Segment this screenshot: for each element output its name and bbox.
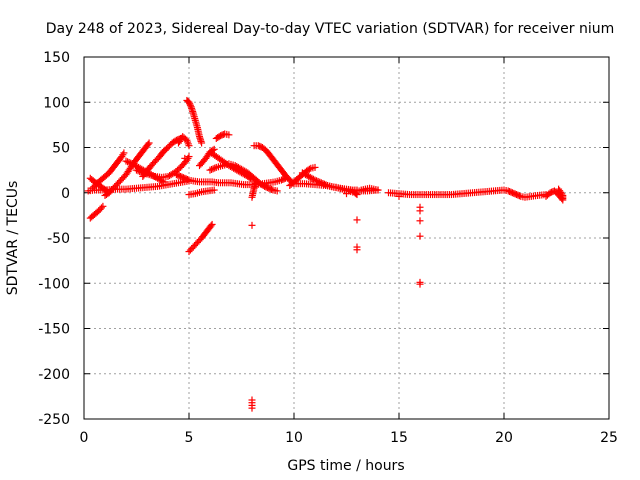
- data-point: [248, 404, 256, 412]
- data-point: [343, 190, 350, 198]
- y-tick-label: -100: [38, 276, 70, 292]
- data-point: [515, 192, 523, 200]
- data-point: [210, 145, 218, 153]
- data-point: [134, 167, 142, 175]
- data-point: [207, 222, 215, 230]
- y-tick-label: -250: [38, 412, 70, 428]
- data-point: [208, 165, 216, 173]
- data-point: [395, 192, 403, 200]
- data-point: [185, 98, 193, 106]
- data-point: [555, 185, 563, 193]
- x-tick-label: 15: [390, 430, 408, 446]
- data-point: [556, 187, 564, 195]
- y-tick-label: -200: [38, 367, 70, 383]
- x-axis-label: GPS time / hours: [287, 458, 404, 474]
- data-point: [416, 207, 424, 215]
- data-point: [145, 139, 153, 147]
- data-point: [125, 158, 133, 166]
- data-point: [124, 158, 132, 166]
- data-point: [273, 187, 281, 195]
- data-point: [208, 220, 216, 228]
- x-tick-labels: 0 5 10 15 20 25: [80, 430, 618, 446]
- data-point: [416, 280, 424, 288]
- data-point: [122, 157, 130, 165]
- data-point: [252, 178, 260, 186]
- data-point: [144, 140, 152, 148]
- data-point: [416, 217, 424, 225]
- data-point: [133, 166, 140, 174]
- y-tick-label: 0: [61, 186, 70, 202]
- data-point: [416, 232, 424, 240]
- grid: [84, 57, 609, 419]
- y-tick-labels: -250 -200 -150 -100 -50 0 50 100 150: [38, 50, 70, 428]
- data-point: [353, 246, 361, 254]
- y-axis-label: SDTVAR / TECUs: [5, 181, 21, 296]
- data-point: [186, 100, 194, 108]
- data-point: [374, 186, 382, 194]
- data-point: [352, 190, 360, 198]
- data-point: [185, 142, 193, 150]
- data-point: [184, 175, 192, 183]
- data-point: [314, 177, 322, 185]
- data-point: [136, 167, 144, 175]
- y-tick-label: -50: [47, 231, 70, 247]
- data-point: [181, 154, 189, 162]
- data-point: [353, 191, 361, 199]
- data-point: [186, 101, 194, 109]
- data-point: [305, 165, 313, 173]
- x-tick-label: 0: [80, 430, 89, 446]
- data-point: [353, 216, 361, 224]
- data-point: [211, 164, 219, 172]
- x-tick-label: 25: [600, 430, 618, 446]
- x-tick-label: 5: [185, 430, 194, 446]
- data-point: [120, 149, 128, 157]
- data-point: [99, 202, 107, 210]
- data-point: [206, 166, 214, 174]
- data-points: [84, 96, 567, 412]
- data-point: [209, 165, 217, 173]
- x-tick-label: 10: [285, 430, 303, 446]
- data-point: [268, 185, 276, 193]
- data-point: [311, 163, 319, 171]
- data-point: [98, 204, 105, 212]
- y-tick-label: 150: [43, 50, 70, 66]
- data-point: [185, 153, 193, 161]
- data-point: [210, 186, 218, 194]
- data-point: [248, 221, 256, 229]
- data-point: [320, 180, 328, 188]
- y-tick-label: 100: [43, 95, 70, 111]
- data-point: [198, 139, 206, 147]
- chart-title: Day 248 of 2023, Sidereal Day-to-day VTE…: [46, 21, 615, 37]
- data-point: [127, 159, 135, 167]
- data-point: [225, 131, 233, 139]
- x-tick-label: 20: [495, 430, 513, 446]
- y-tick-label: -150: [38, 322, 70, 338]
- data-point: [137, 168, 145, 176]
- y-tick-label: 50: [52, 141, 70, 157]
- ticks: [83, 56, 610, 420]
